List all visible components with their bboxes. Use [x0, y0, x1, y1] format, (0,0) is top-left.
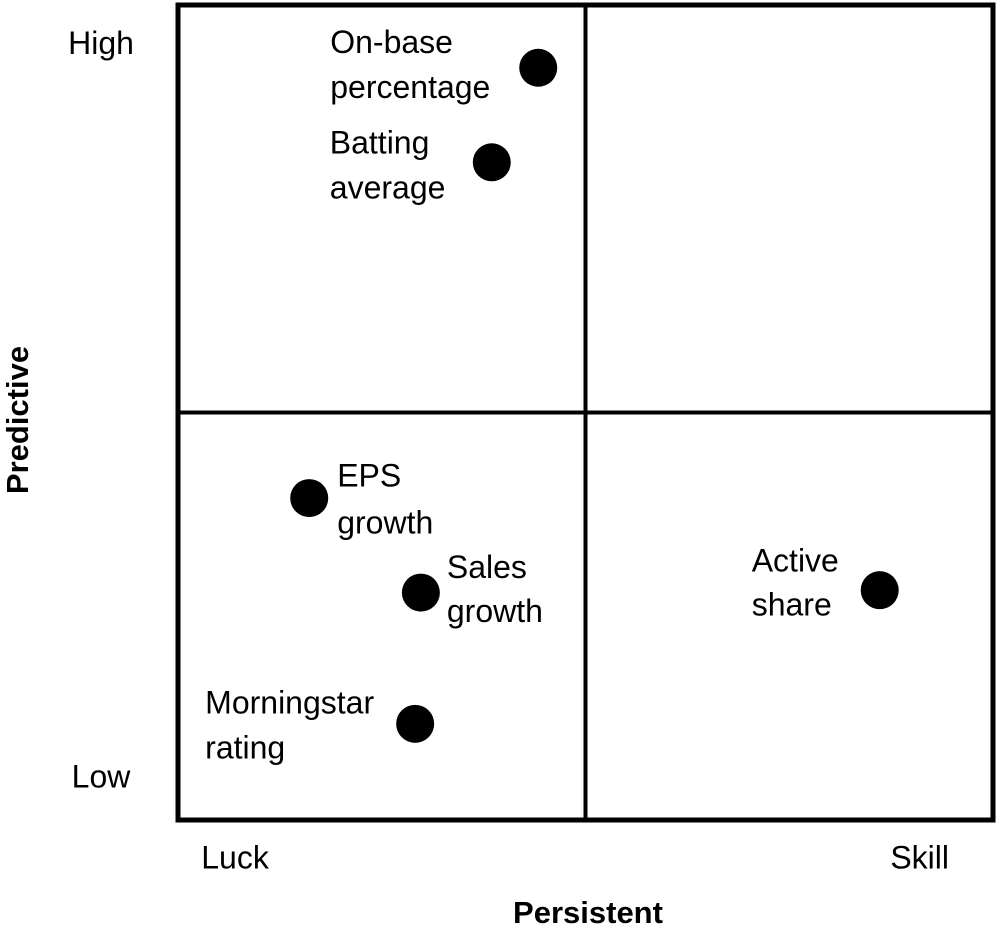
x-tick-label: Skill	[890, 839, 949, 875]
point-label: percentage	[330, 69, 490, 105]
point-label: Morningstar	[205, 684, 374, 720]
point-label: share	[752, 587, 832, 623]
point-label: growth	[337, 505, 433, 541]
point-label: On-base	[330, 24, 453, 60]
point-label: Batting	[330, 125, 430, 161]
point-label: growth	[447, 593, 543, 629]
x-tick-label: Luck	[201, 839, 270, 875]
point	[519, 48, 558, 87]
point	[472, 143, 511, 182]
point-label: Active	[752, 543, 839, 579]
point-label: average	[330, 170, 446, 206]
point	[401, 573, 440, 612]
y-axis-title: Predictive	[0, 346, 35, 494]
point-label: rating	[205, 729, 285, 765]
y-tick-label: High	[68, 25, 134, 61]
y-tick-label: Low	[72, 759, 132, 795]
point-label: EPS	[337, 458, 401, 494]
x-axis-title: Persistent	[513, 895, 663, 930]
point	[860, 571, 899, 610]
point-label: Sales	[447, 549, 527, 585]
point	[290, 479, 329, 518]
point	[396, 704, 435, 743]
